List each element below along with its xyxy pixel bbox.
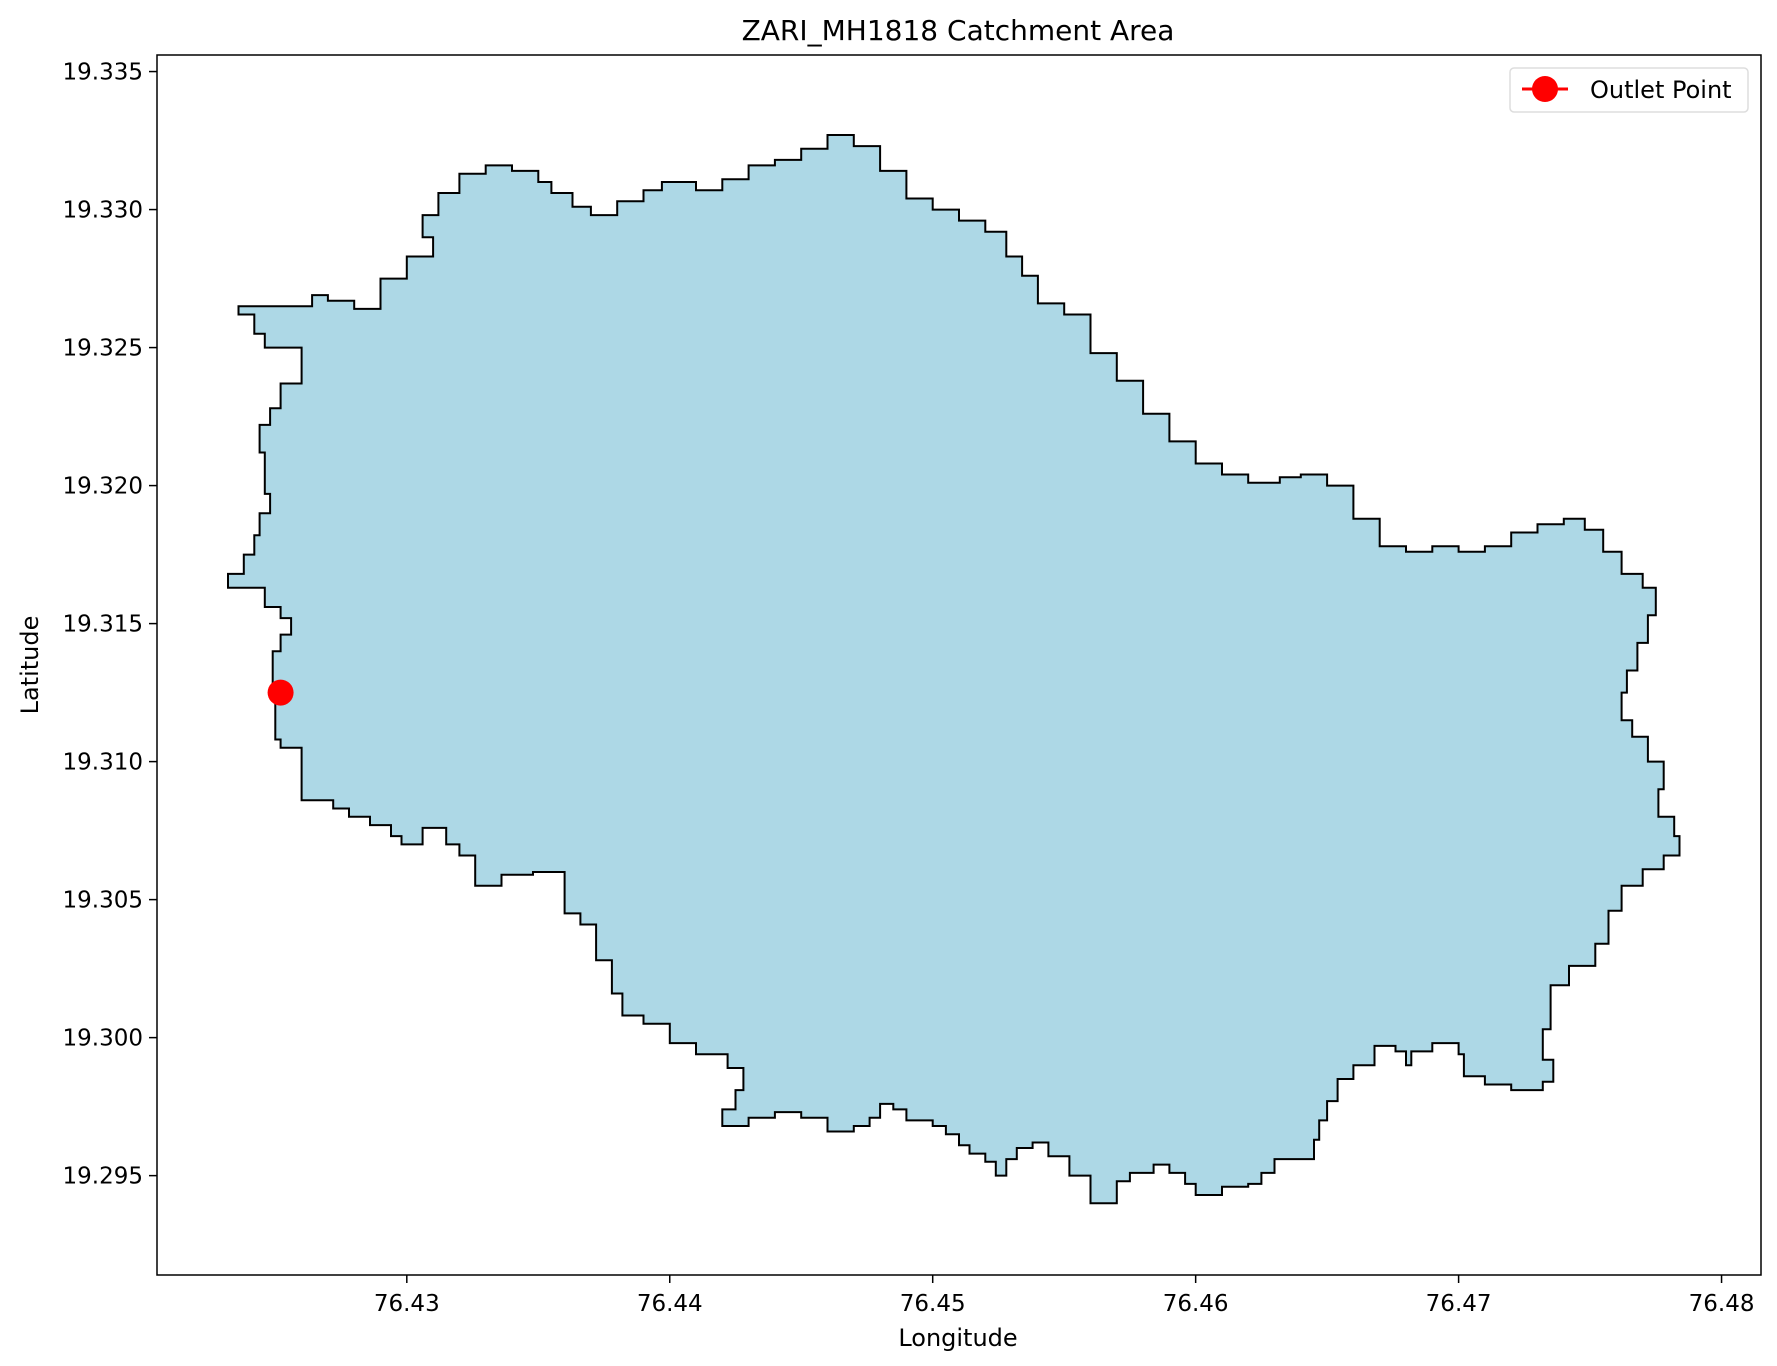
y-axis-ticks: 19.295 19.300 19.305 19.310 19.315 19.320 19.3…	[63, 60, 157, 1190]
y-tick-label: 19.310	[63, 750, 143, 776]
plot-area	[227, 134, 1681, 1205]
x-axis-ticks: 76.43 76.44 76.45 76.46 76.47 76.48	[374, 1275, 1755, 1317]
x-tick-label: 76.43	[374, 1291, 440, 1317]
y-axis-label: Latitude	[16, 616, 44, 715]
chart-title: ZARI_MH1818 Catchment Area	[742, 14, 1175, 47]
y-tick-label: 19.320	[63, 474, 143, 500]
legend-entry-outlet-point: Outlet Point	[1590, 76, 1732, 104]
y-tick-label: 19.325	[63, 336, 143, 362]
x-tick-label: 76.46	[1163, 1291, 1229, 1317]
x-tick-label: 76.47	[1426, 1291, 1492, 1317]
axes-frame	[156, 54, 1762, 1276]
legend-marker-swatch	[1532, 76, 1558, 102]
y-tick-label: 19.315	[63, 612, 143, 638]
y-tick-label: 19.295	[63, 1164, 143, 1190]
legend: Outlet Point	[1509, 67, 1749, 113]
y-tick-label: 19.335	[63, 60, 143, 86]
y-tick-label: 19.300	[63, 1026, 143, 1052]
y-tick-label: 19.305	[63, 888, 143, 914]
x-axis-label: Longitude	[898, 1324, 1017, 1352]
x-tick-label: 76.48	[1689, 1291, 1755, 1317]
legend-box	[1509, 67, 1749, 113]
x-tick-label: 76.45	[900, 1291, 966, 1317]
outlet-point-marker	[267, 679, 294, 706]
y-tick-label: 19.330	[63, 198, 143, 224]
catchment-polygon	[227, 134, 1681, 1205]
x-tick-label: 76.44	[637, 1291, 703, 1317]
